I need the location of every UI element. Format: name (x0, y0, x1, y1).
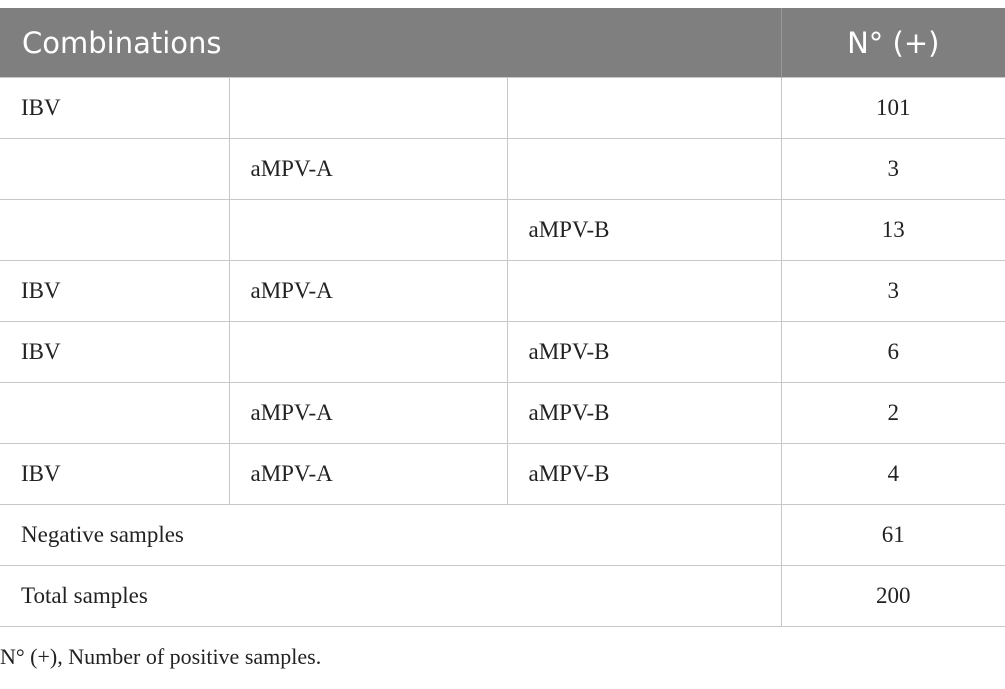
table-cell: 2 (780, 382, 1005, 444)
table-row: aMPV-A aMPV-B 2 (0, 382, 1005, 444)
table-cell (0, 138, 230, 200)
table-cell: aMPV-A (228, 382, 508, 444)
table-cell: aMPV-B (506, 321, 782, 383)
table-cell: 3 (780, 138, 1005, 200)
table-row: Total samples 200 (0, 565, 1005, 627)
table-cell: Total samples (0, 565, 782, 627)
table-cell (0, 199, 230, 261)
table-cell: aMPV-B (506, 382, 782, 444)
header-cell: N° (+) (780, 8, 1005, 78)
table-cell: IBV (0, 321, 230, 383)
table-row: IBV 101 (0, 77, 1005, 139)
header-row: Combinations N° (+) (0, 8, 1005, 78)
table-row: IBV aMPV-B 6 (0, 321, 1005, 383)
table-cell: 61 (780, 504, 1005, 566)
table-cell: 13 (780, 199, 1005, 261)
table-cell: aMPV-A (228, 443, 508, 505)
table-cell: aMPV-B (506, 199, 782, 261)
table-cell: 4 (780, 443, 1005, 505)
table-cell (0, 382, 230, 444)
footnote: N° (+), Number of positive samples. (0, 644, 322, 669)
table-row: IBV aMPV-A 3 (0, 260, 1005, 322)
table-cell: aMPV-B (506, 443, 782, 505)
table-body: IBV 101 aMPV-A 3 aMPV-B 13 IBV aMPV-A 3 IBV aMPV-B… (0, 77, 1005, 627)
table-row: aMPV-B 13 (0, 199, 1005, 261)
table-row: aMPV-A 3 (0, 138, 1005, 200)
table-row: IBV aMPV-A aMPV-B 4 (0, 443, 1005, 505)
table-cell: 200 (780, 565, 1005, 627)
table-head: Combinations N° (+) (0, 8, 1005, 78)
table-cell: IBV (0, 443, 230, 505)
table-cell (506, 138, 782, 200)
data-table: Combinations N° (+) IBV 101 aMPV-A 3 aMPV-B 1… (0, 8, 1005, 627)
table-cell: Negative samples (0, 504, 782, 566)
table-cell: IBV (0, 77, 230, 139)
table-cell: 3 (780, 260, 1005, 322)
header-cell: Combinations (0, 8, 782, 78)
table-cell (228, 199, 508, 261)
table-cell (228, 321, 508, 383)
table-cell: IBV (0, 260, 230, 322)
table-cell: aMPV-A (228, 260, 508, 322)
table-cell: 6 (780, 321, 1005, 383)
table-cell (506, 77, 782, 139)
table-cell: 101 (780, 77, 1005, 139)
table-cell: aMPV-A (228, 138, 508, 200)
table-cell (506, 260, 782, 322)
table-row: Negative samples 61 (0, 504, 1005, 566)
table-cell (228, 77, 508, 139)
